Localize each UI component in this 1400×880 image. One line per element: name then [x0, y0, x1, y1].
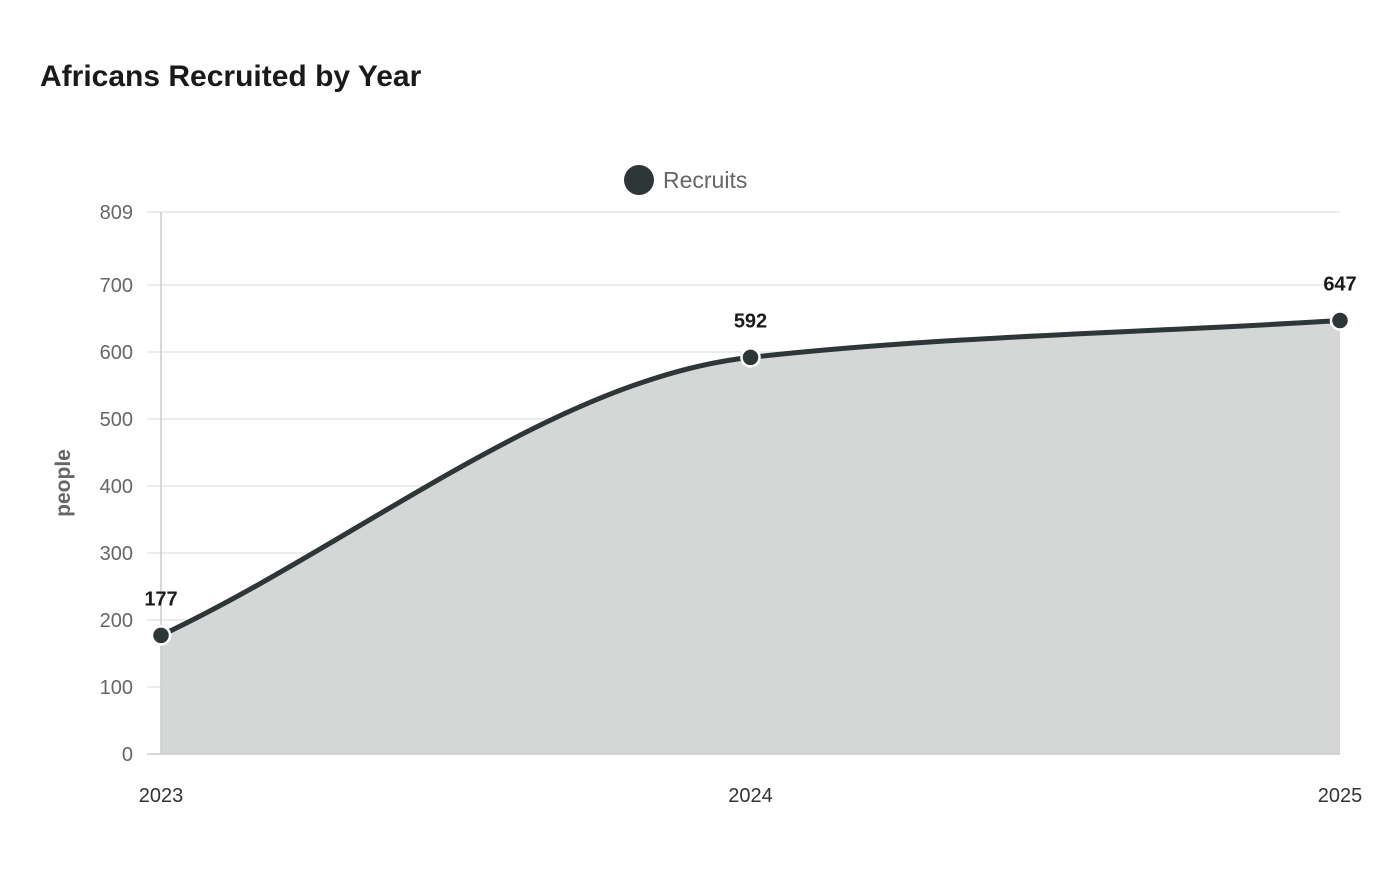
- data-labels: 177 592 647: [144, 274, 1356, 611]
- y-tick-label: 600: [100, 342, 133, 364]
- y-tick-label: 300: [100, 543, 133, 565]
- axes: [147, 212, 1340, 755]
- x-tick-labels: 2023 2024 2025: [139, 785, 1363, 807]
- y-axis-label: people: [52, 449, 75, 517]
- data-label: 177: [144, 588, 177, 610]
- data-point: [1329, 310, 1351, 331]
- y-tick-labels: 0 100 200 300 400 500 600 700 809: [100, 202, 133, 766]
- y-tick-label: 400: [100, 476, 133, 498]
- x-tick-label: 2023: [139, 785, 184, 807]
- x-tick-label: 2025: [1318, 785, 1363, 807]
- data-point: [150, 625, 172, 646]
- y-tick-label: 700: [100, 275, 133, 297]
- legend[interactable]: Recruits: [624, 165, 747, 195]
- y-tick-label: 200: [100, 610, 133, 632]
- x-tick-label: 2024: [728, 785, 773, 807]
- data-point: [740, 347, 761, 368]
- y-tick-label: 0: [122, 744, 133, 766]
- area-fill: [161, 320, 1340, 754]
- data-label: 592: [734, 310, 767, 332]
- chart-title: Africans Recruited by Year: [40, 60, 422, 93]
- area-fill-layer: [161, 320, 1340, 754]
- legend-label: Recruits: [663, 167, 747, 193]
- data-points: [150, 310, 1351, 646]
- y-tick-label: 100: [100, 677, 133, 699]
- data-label: 647: [1323, 274, 1356, 296]
- y-tick-label: 500: [100, 409, 133, 431]
- y-tick-label: 809: [100, 202, 133, 224]
- legend-marker: [624, 165, 654, 195]
